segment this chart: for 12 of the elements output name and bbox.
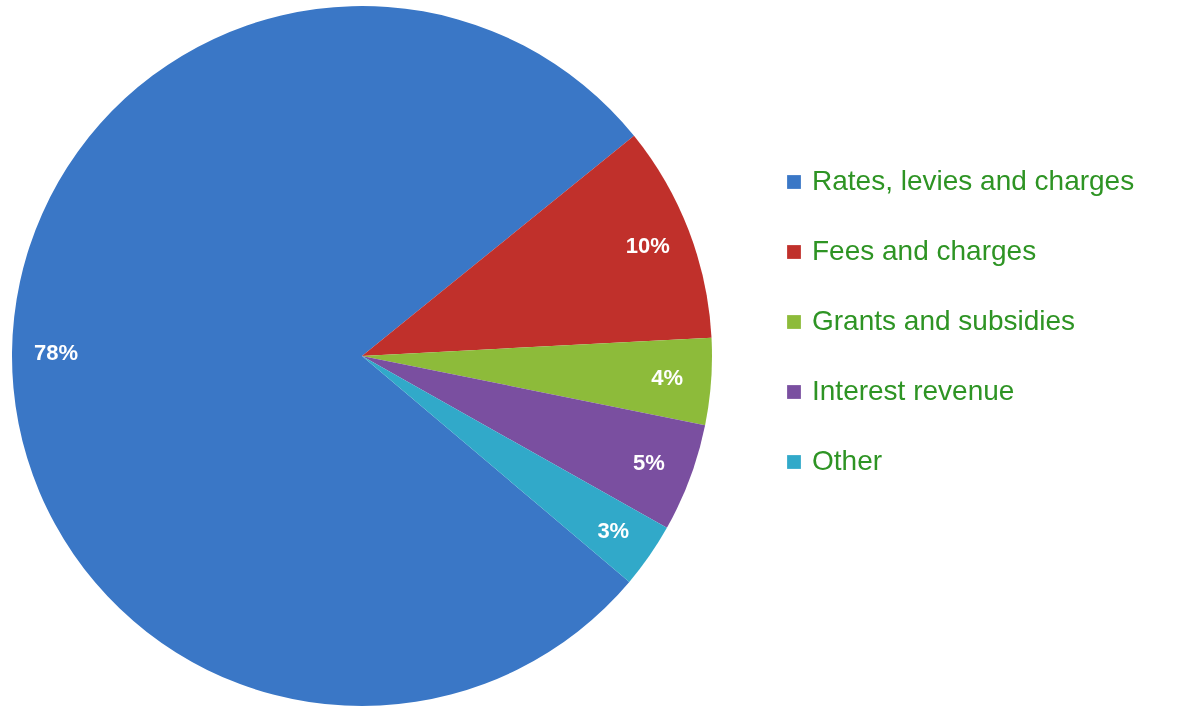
legend-label: Rates, levies and charges bbox=[812, 165, 1135, 196]
data-label: 5% bbox=[632, 449, 665, 475]
legend-label: Grants and subsidies bbox=[812, 305, 1076, 336]
legend-label: Fees and charges bbox=[812, 235, 1037, 266]
data-label: 4% bbox=[651, 365, 684, 391]
legend-label: Other bbox=[812, 445, 883, 476]
data-label: 3% bbox=[597, 517, 630, 543]
pie-slice bbox=[362, 337, 712, 426]
data-label: 10% bbox=[625, 233, 670, 259]
data-label: 78% bbox=[33, 339, 79, 365]
legend-label: Interest revenue bbox=[812, 375, 1015, 406]
pie-slice bbox=[362, 135, 712, 356]
